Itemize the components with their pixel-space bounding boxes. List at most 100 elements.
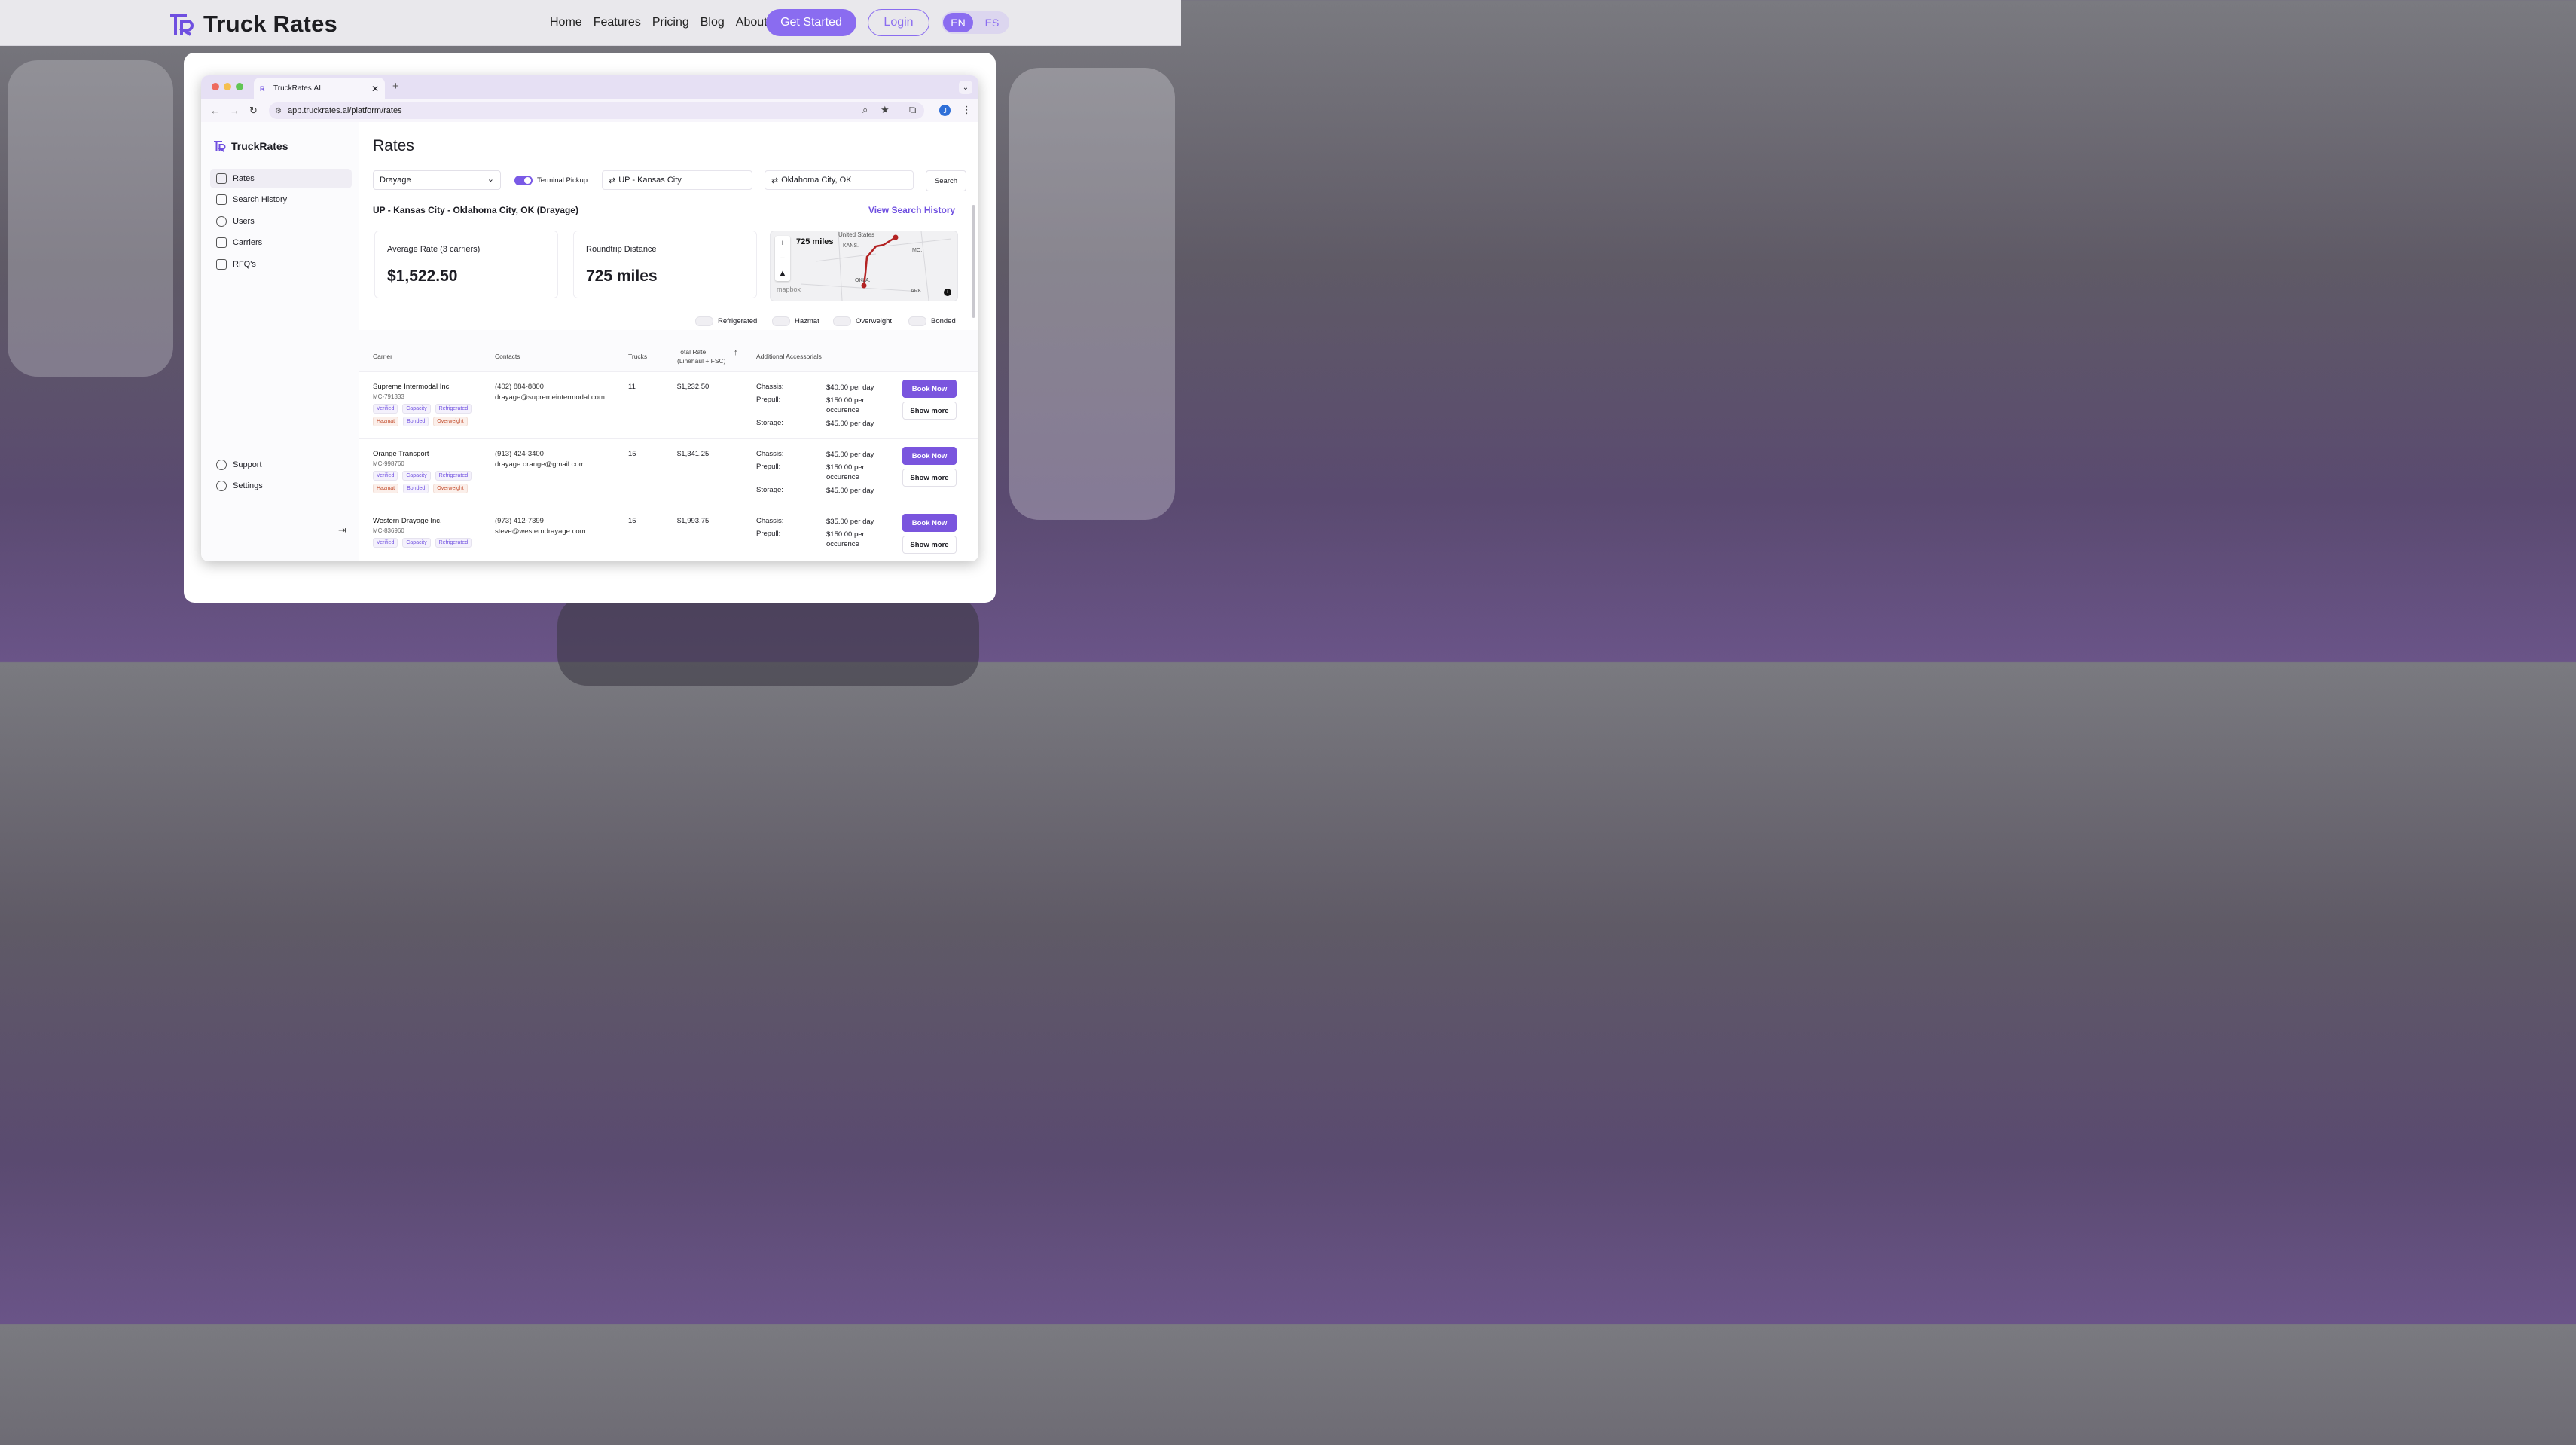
browser-tab[interactable]: R TruckRates.AI ✕ (254, 78, 385, 99)
carrier-phone[interactable]: (402) 884-8800 (495, 383, 544, 391)
lang-en-option[interactable]: EN (943, 13, 973, 32)
tab-favicon-icon: R (260, 84, 265, 93)
rates-main: Rates Drayage ⌄ Terminal Pickup ⇄ UP - K… (359, 122, 978, 561)
tag: Refrigerated (435, 538, 472, 548)
tag: Capacity (402, 538, 431, 548)
book-now-button[interactable]: Book Now (902, 514, 957, 532)
carrier-email[interactable]: drayage.orange@gmail.com (495, 460, 585, 469)
refrigerated-switch[interactable] (695, 316, 713, 326)
forward-icon[interactable]: → (230, 105, 240, 116)
sidebar-item-users[interactable]: Users (210, 212, 352, 231)
window-close-dot[interactable] (212, 83, 219, 90)
extensions-icon[interactable]: ⧉ (909, 104, 917, 115)
reload-icon[interactable]: ↻ (249, 105, 258, 116)
filter-bonded[interactable]: Bonded (908, 316, 956, 326)
filter-label: Overweight (856, 317, 893, 325)
filter-hazmat[interactable]: Hazmat (772, 316, 819, 326)
carrier-email[interactable]: drayage@supremeintermodal.com (495, 393, 605, 402)
roundtrip-distance-label: Roundtrip Distance (586, 245, 657, 254)
sidebar-item-rates[interactable]: Rates (210, 169, 352, 188)
nav-features[interactable]: Features (593, 16, 641, 29)
route-map[interactable]: + − ▲ 725 miles United States KANS. MO. … (770, 231, 958, 301)
carrier-phone[interactable]: (913) 424-3400 (495, 450, 544, 458)
nav-pricing[interactable]: Pricing (652, 16, 689, 29)
showcase-card: R TruckRates.AI ✕ + ⌄ ← → ↻ ⚙ app.truckr… (184, 53, 996, 603)
map-info-icon[interactable]: i (944, 289, 951, 296)
average-rate-value: $1,522.50 (387, 267, 458, 285)
search-button[interactable]: Search (926, 170, 966, 191)
browser-tab-bar: R TruckRates.AI ✕ + ⌄ (201, 75, 978, 99)
column-carrier[interactable]: Carrier (373, 353, 392, 360)
logout-icon[interactable]: ⇥ (338, 524, 346, 536)
site-logo[interactable]: Truck Rates (169, 11, 337, 38)
site-settings-icon[interactable]: ⚙ (275, 106, 282, 115)
filter-refrigerated[interactable]: Refrigerated (695, 316, 757, 326)
acc-value-chassis: $35.00 per day (826, 518, 874, 526)
sidebar-item-label: Carriers (233, 238, 263, 247)
window-minimize-dot[interactable] (224, 83, 231, 90)
filter-label: Bonded (931, 317, 956, 325)
overweight-switch[interactable] (833, 316, 851, 326)
back-icon[interactable]: ← (210, 105, 220, 116)
zoom-out-icon[interactable]: − (780, 254, 786, 263)
view-search-history-link[interactable]: View Search History (868, 205, 956, 215)
chevron-down-icon: ⌄ (487, 175, 494, 184)
origin-field[interactable]: ⇄ UP - Kansas City (602, 170, 752, 190)
zoom-in-icon[interactable]: + (780, 239, 786, 248)
nav-blog[interactable]: Blog (700, 16, 725, 29)
column-contacts[interactable]: Contacts (495, 353, 520, 360)
show-more-button[interactable]: Show more (902, 469, 957, 487)
mode-select[interactable]: Drayage ⌄ (373, 170, 501, 190)
compass-icon[interactable]: ▲ (778, 269, 787, 278)
carrier-phone[interactable]: (973) 412-7399 (495, 517, 544, 525)
sidebar-item-carriers[interactable]: Carriers (210, 233, 352, 252)
sidebar-item-settings[interactable]: Settings (210, 476, 352, 496)
truck-count: 15 (628, 450, 636, 458)
book-now-button[interactable]: Book Now (902, 380, 957, 398)
map-zoom-controls[interactable]: + − ▲ (775, 236, 790, 281)
sidebar-item-search-history[interactable]: Search History (210, 190, 352, 209)
get-started-button[interactable]: Get Started (766, 9, 856, 36)
acc-value-chassis: $40.00 per day (826, 383, 874, 392)
sort-arrow-icon[interactable]: ↑ (734, 348, 738, 357)
app-brand[interactable]: TruckRates (213, 140, 288, 152)
terminal-pickup-toggle[interactable] (514, 176, 533, 185)
sidebar-item-support[interactable]: Support (210, 455, 352, 475)
bonded-switch[interactable] (908, 316, 926, 326)
nav-about[interactable]: About (735, 16, 768, 29)
carrier-mc: MC-836960 (373, 527, 404, 534)
login-button[interactable]: Login (868, 9, 929, 36)
nav-home[interactable]: Home (550, 16, 582, 29)
total-rate: $1,341.25 (677, 450, 710, 458)
zoom-icon[interactable]: ⌕ (862, 104, 868, 115)
bookmark-star-icon[interactable]: ★ (881, 104, 890, 115)
hazmat-switch[interactable] (772, 316, 790, 326)
destination-field[interactable]: ⇄ Oklahoma City, OK (765, 170, 914, 190)
content-scrollbar[interactable] (972, 205, 975, 318)
column-trucks[interactable]: Trucks (628, 353, 648, 360)
window-maximize-dot[interactable] (236, 83, 243, 90)
acc-label-chassis: Chassis: (756, 450, 784, 458)
filter-overweight[interactable]: Overweight (833, 316, 892, 326)
browser-menu-icon[interactable]: ⋮ (962, 104, 972, 115)
sidebar-item-rfqs[interactable]: RFQ's (210, 255, 352, 274)
background-truck-left (8, 60, 173, 377)
carrier-email[interactable]: steve@westerndrayage.com (495, 527, 586, 536)
url-field[interactable]: ⚙ app.truckrates.ai/platform/rates (269, 102, 924, 119)
lang-es-option[interactable]: ES (984, 17, 1000, 29)
new-tab-icon[interactable]: + (392, 80, 399, 93)
terminal-pickup-label: Terminal Pickup (537, 176, 588, 185)
roundtrip-distance-value: 725 miles (586, 267, 658, 285)
show-more-button[interactable]: Show more (902, 402, 957, 420)
column-total-rate[interactable]: Total Rate (677, 348, 707, 356)
app-brand-name: TruckRates (231, 140, 288, 152)
acc-label-storage: Storage: (756, 419, 783, 427)
tab-close-icon[interactable]: ✕ (371, 84, 379, 94)
url-text: app.truckrates.ai/platform/rates (287, 106, 402, 115)
background-truck-right (1009, 68, 1175, 520)
acc-label-prepull: Prepull: (756, 463, 781, 471)
book-now-button[interactable]: Book Now (902, 447, 957, 465)
tab-list-chevron-icon[interactable]: ⌄ (959, 81, 972, 94)
profile-avatar[interactable]: J (939, 105, 951, 116)
show-more-button[interactable]: Show more (902, 536, 957, 554)
